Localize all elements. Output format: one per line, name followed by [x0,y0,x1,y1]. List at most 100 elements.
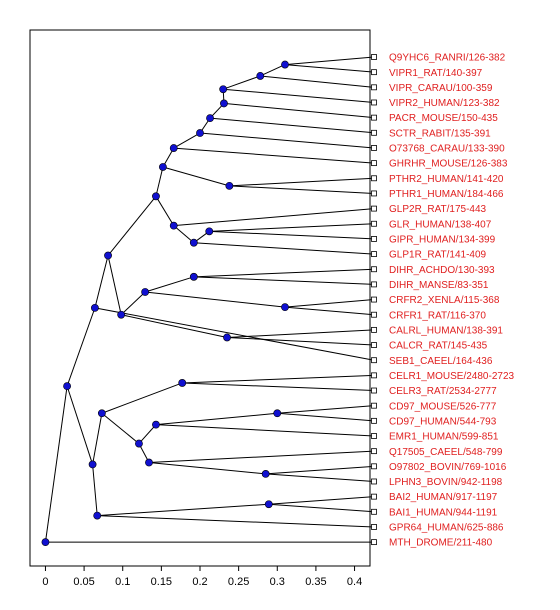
tree-branch [173,225,195,244]
internal-node [145,458,153,467]
tree-branch [182,382,375,392]
leaf-label: O73768_CARAU/133-390 [389,144,505,155]
tree-branch [101,382,183,414]
tree-branch [66,307,96,387]
tree-branch [209,230,375,240]
internal-node [225,181,234,190]
leaf-label: CRFR2_XENLA/115-368 [389,295,500,306]
axis-tick-label: 0 [42,576,48,588]
tree-branch [182,374,375,384]
tree-branch [138,424,157,444]
leaf-label: CELR1_MOUSE/2480-2723 [389,371,515,382]
tree-branch [97,515,375,528]
leaf-marker [371,296,377,303]
internal-node [135,439,143,448]
internal-node [196,129,204,137]
leaf-marker [371,99,377,106]
tree-branch [193,276,375,285]
internal-node [264,500,273,509]
internal-node [97,409,106,418]
internal-node [223,333,231,342]
leaf-marker [371,69,377,76]
internal-node [219,85,228,94]
internal-node [169,144,178,152]
leaf-marker [371,387,377,394]
leaf-label: VIPR2_HUMAN/123-382 [389,98,500,109]
internal-node [104,251,112,260]
leaf-marker [371,114,377,121]
tree-branch [44,386,68,543]
leaf-label: Q17505_CAEEL/548-799 [389,447,503,458]
tree-branch [173,132,201,149]
axis-tick-label: 0.25 [228,576,249,588]
tree-branch [107,195,157,256]
leaf-marker [371,508,377,515]
internal-node [256,72,265,80]
leaf-marker [371,463,377,470]
tree-branch [284,56,375,66]
leaf-label: CD97_MOUSE/526-777 [389,401,497,412]
leaf-label: VIPR1_RAT/140-397 [389,68,483,79]
leaf-marker [371,281,377,288]
leaf-marker [371,236,377,242]
tree-branch [101,412,140,444]
tree-branch [193,268,375,278]
leaf-marker [371,524,377,530]
leaf-label: CALRL_HUMAN/138-391 [389,325,503,336]
leaf-label: GLP1R_RAT/141-409 [389,250,487,261]
axis-tick-label: 0.1 [115,576,130,588]
tree-branch [284,299,375,308]
tree-branch [94,307,375,361]
tree-branches [44,56,375,543]
tree-branch [268,496,375,505]
tree-branch [227,336,375,346]
internal-node [93,511,102,520]
tree-branch [155,196,175,226]
internal-node [117,310,126,319]
internal-node [281,60,289,69]
tree-branch [145,291,286,308]
axis-tick-label: 0.4 [347,576,362,588]
leaf-label: MTH_DROME/211-480 [389,538,493,549]
leaf-label: DIHR_MANSE/83-351 [389,280,489,291]
tree-branch [260,64,286,77]
tree-branch [229,185,375,194]
leaf-marker [371,251,377,257]
internal-node [178,379,187,387]
internal-node [88,460,97,469]
internal-node [63,382,71,391]
leaf-marker [371,160,377,167]
leaf-marker [371,402,377,409]
tree-branch [227,329,375,338]
leaf-label: GIPR_HUMAN/134-399 [389,235,496,246]
leaf-label: SCTR_RABIT/135-391 [389,128,491,139]
tree-branch [148,462,266,475]
leaf-marker [371,205,377,212]
internal-node [206,114,214,123]
tree-branch [120,291,146,316]
tree-branch [260,75,375,88]
internal-node [189,272,198,281]
leaf-label: BAI2_HUMAN/917-1197 [389,492,498,503]
leaf-marker [371,175,377,182]
tree-branch [66,385,94,465]
internal-node [141,288,150,296]
leaf-label: VIPR_CARAU/100-359 [389,83,493,94]
leaf-label: GLR_HUMAN/138-407 [389,219,492,230]
tree-branch [155,412,278,426]
axis-tick-label: 0.35 [305,576,326,588]
tree-branch [284,306,375,316]
leaf-marker [371,266,377,273]
leaf-label: GPR64_HUMAN/625-886 [389,523,504,534]
tree-branch [199,132,375,149]
internal-node [205,227,214,236]
tree-branch [92,413,103,465]
tree-branch [268,503,375,513]
tree-branch [148,450,375,464]
leaf-marker [371,220,377,227]
tree-branch [92,464,98,516]
internal-node [152,192,160,201]
tree-branch [162,166,230,187]
leaf-label: PTHR1_HUMAN/184-466 [389,189,504,200]
